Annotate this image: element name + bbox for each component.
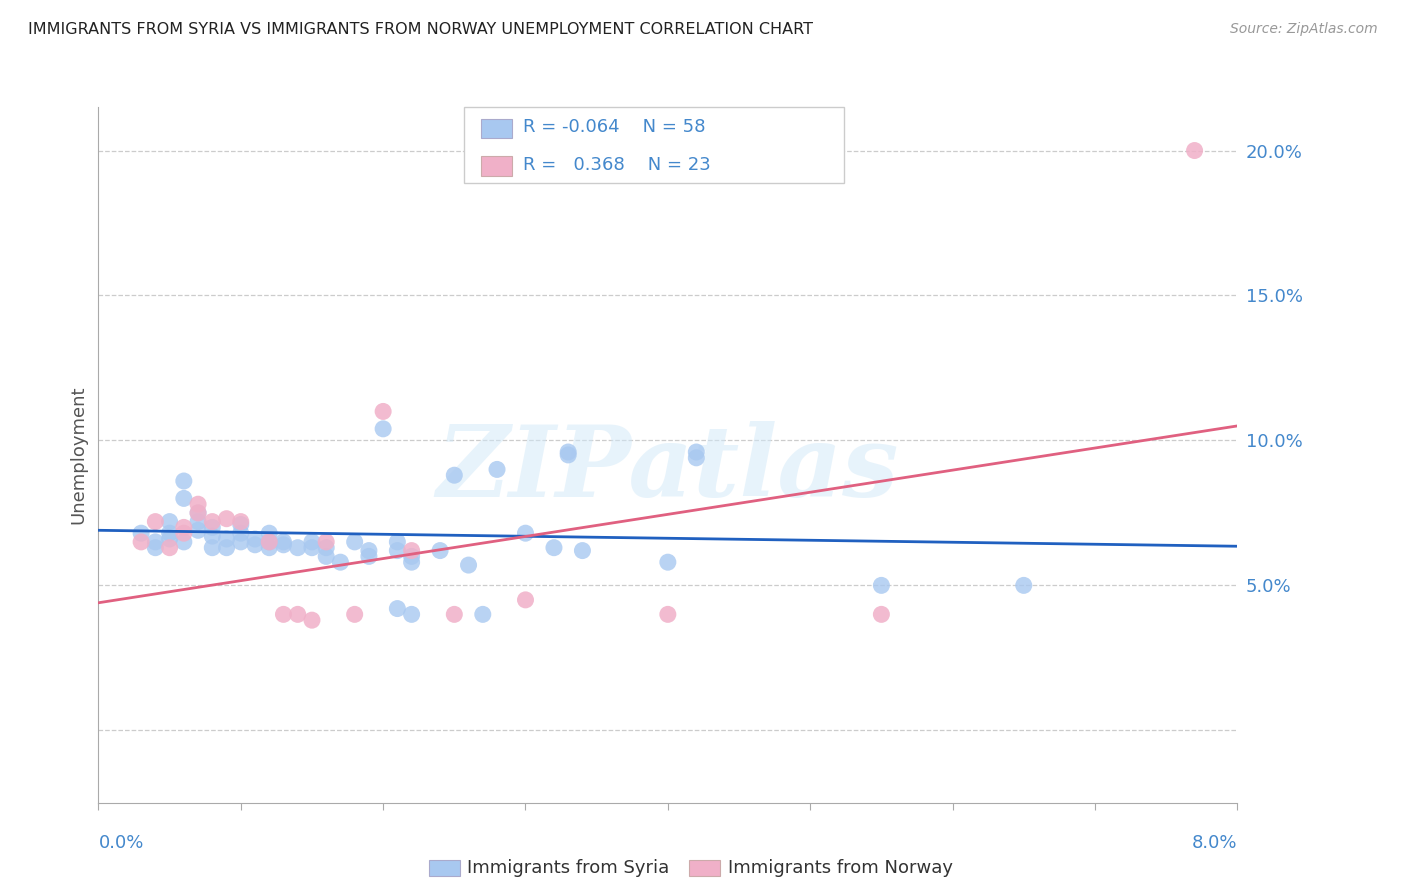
Point (401, 549, 423, 564)
Point (159, 526, 181, 541)
Text: ZIPatlas: ZIPatlas (437, 421, 898, 517)
Point (387, 534, 409, 549)
Point (201, 515, 224, 529)
Point (187, 523, 209, 537)
Point (229, 517, 252, 532)
Point (657, 555, 679, 569)
Point (301, 534, 323, 549)
Point (301, 613, 323, 627)
Point (173, 491, 195, 506)
Point (229, 515, 252, 529)
Point (273, 607, 295, 622)
Point (159, 541, 181, 555)
Point (145, 515, 167, 529)
Point (315, 534, 337, 549)
Point (870, 578, 893, 592)
Point (273, 538, 295, 552)
Point (486, 462, 509, 476)
Point (557, 448, 579, 462)
Point (159, 532, 181, 546)
Point (301, 541, 323, 555)
Point (357, 549, 380, 564)
Point (401, 543, 423, 558)
Point (259, 534, 281, 549)
Point (357, 543, 380, 558)
Text: Immigrants from Norway: Immigrants from Norway (728, 859, 953, 877)
Text: R = -0.064    N = 58: R = -0.064 N = 58 (523, 118, 706, 136)
Point (315, 541, 337, 555)
Point (187, 506, 209, 520)
Point (173, 534, 195, 549)
Point (343, 534, 366, 549)
Point (515, 526, 537, 541)
Point (1184, 144, 1206, 158)
Point (129, 526, 152, 541)
Point (443, 468, 465, 483)
Point (173, 474, 195, 488)
Point (457, 558, 479, 573)
Point (243, 538, 266, 552)
Point (229, 526, 252, 541)
Point (273, 534, 295, 549)
Text: IMMIGRANTS FROM SYRIA VS IMMIGRANTS FROM NORWAY UNEMPLOYMENT CORRELATION CHART: IMMIGRANTS FROM SYRIA VS IMMIGRANTS FROM… (28, 22, 813, 37)
Point (315, 549, 337, 564)
Point (685, 445, 707, 459)
Point (187, 515, 209, 529)
Point (259, 526, 281, 541)
Point (215, 511, 238, 525)
Point (215, 532, 238, 546)
Text: R =   0.368    N = 23: R = 0.368 N = 23 (523, 156, 711, 174)
Text: 0.0%: 0.0% (98, 834, 143, 852)
Point (201, 541, 224, 555)
Point (287, 607, 309, 622)
Y-axis label: Unemployment: Unemployment (69, 385, 87, 524)
Point (1012, 578, 1035, 592)
Point (443, 607, 465, 622)
Point (515, 592, 537, 607)
Point (387, 601, 409, 615)
Point (685, 450, 707, 465)
Point (129, 534, 152, 549)
Text: Immigrants from Syria: Immigrants from Syria (467, 859, 669, 877)
Point (187, 506, 209, 520)
Text: 8.0%: 8.0% (1192, 834, 1237, 852)
Point (401, 555, 423, 569)
Point (870, 607, 893, 622)
Point (201, 529, 224, 543)
Point (201, 520, 224, 534)
Point (145, 534, 167, 549)
Point (145, 541, 167, 555)
Point (557, 445, 579, 459)
Point (657, 607, 679, 622)
Point (259, 541, 281, 555)
Point (543, 541, 565, 555)
Point (343, 607, 366, 622)
Point (173, 520, 195, 534)
Point (471, 607, 494, 622)
Text: Source: ZipAtlas.com: Source: ZipAtlas.com (1230, 22, 1378, 37)
Point (387, 543, 409, 558)
Point (159, 515, 181, 529)
Point (259, 534, 281, 549)
Point (229, 534, 252, 549)
Point (243, 532, 266, 546)
Point (329, 555, 352, 569)
Point (571, 543, 593, 558)
Point (187, 497, 209, 511)
Point (401, 607, 423, 622)
Point (371, 404, 394, 418)
Point (287, 541, 309, 555)
Point (429, 543, 451, 558)
Point (173, 526, 195, 541)
Point (215, 541, 238, 555)
Point (371, 422, 394, 436)
